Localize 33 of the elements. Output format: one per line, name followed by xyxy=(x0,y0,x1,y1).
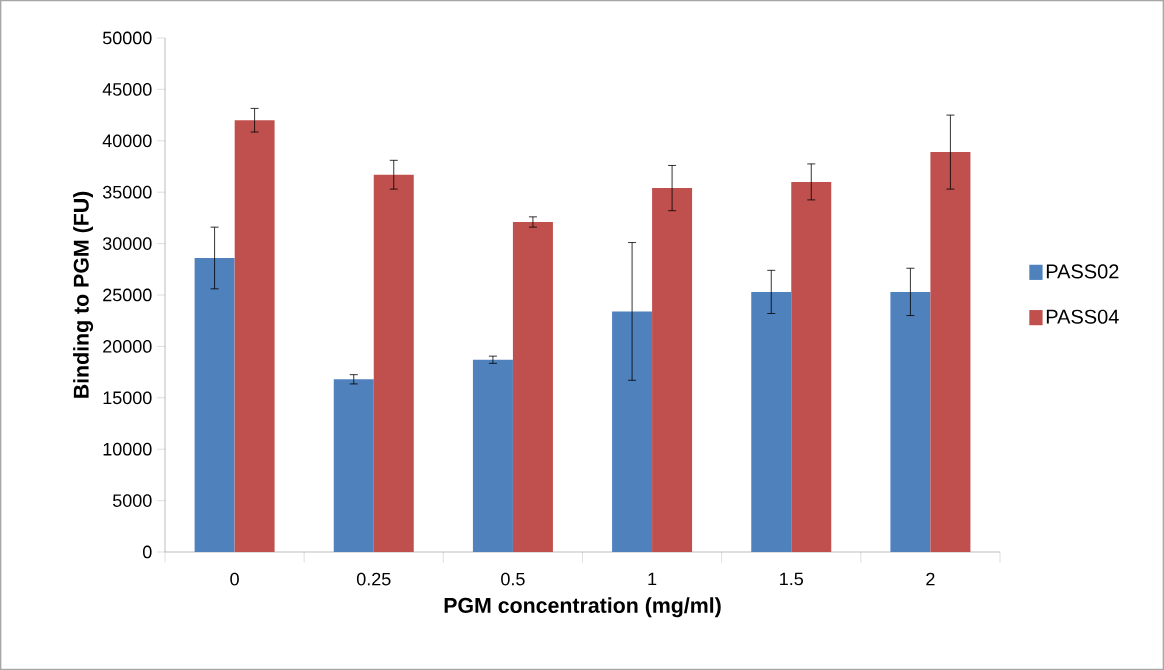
x-tick-label: 1.5 xyxy=(780,572,804,586)
y-tick-label: 40000 xyxy=(102,134,152,148)
bar xyxy=(512,222,553,552)
y-tick-label: 50000 xyxy=(102,31,152,45)
x-tick-label: 0 xyxy=(230,572,239,586)
y-tick-label: 30000 xyxy=(102,237,152,250)
x-axis-title: PGM concentration (mg/ml) xyxy=(444,597,721,618)
y-tick-label: 45000 xyxy=(102,83,152,96)
x-tick-label: 2 xyxy=(926,572,935,586)
bar xyxy=(652,188,693,552)
y-tick-label: 10000 xyxy=(103,442,152,456)
legend-label: PASS04 xyxy=(1046,309,1119,324)
y-tick-label: 35000 xyxy=(102,185,152,199)
x-tick-label: 0.25 xyxy=(356,572,391,586)
bar xyxy=(472,359,513,552)
bar xyxy=(612,311,653,552)
x-tick-label: 0.5 xyxy=(501,572,525,586)
legend-label: PASS02 xyxy=(1046,264,1119,279)
bar xyxy=(234,120,275,552)
bar xyxy=(373,174,414,552)
bar xyxy=(791,181,832,552)
y-tick-label: 0 xyxy=(143,545,152,559)
bar xyxy=(930,152,971,552)
y-axis-title: Binding to PGM (FU) xyxy=(73,191,94,398)
bar xyxy=(751,291,792,552)
y-tick-label: 15000 xyxy=(103,391,152,405)
bar xyxy=(194,257,235,552)
y-tick-label: 20000 xyxy=(103,340,152,353)
y-tick-label: 5000 xyxy=(112,494,152,507)
y-tick-label: 25000 xyxy=(103,288,152,302)
x-tick-label: 1 xyxy=(648,572,657,586)
bar xyxy=(890,291,931,552)
bar xyxy=(333,379,374,552)
